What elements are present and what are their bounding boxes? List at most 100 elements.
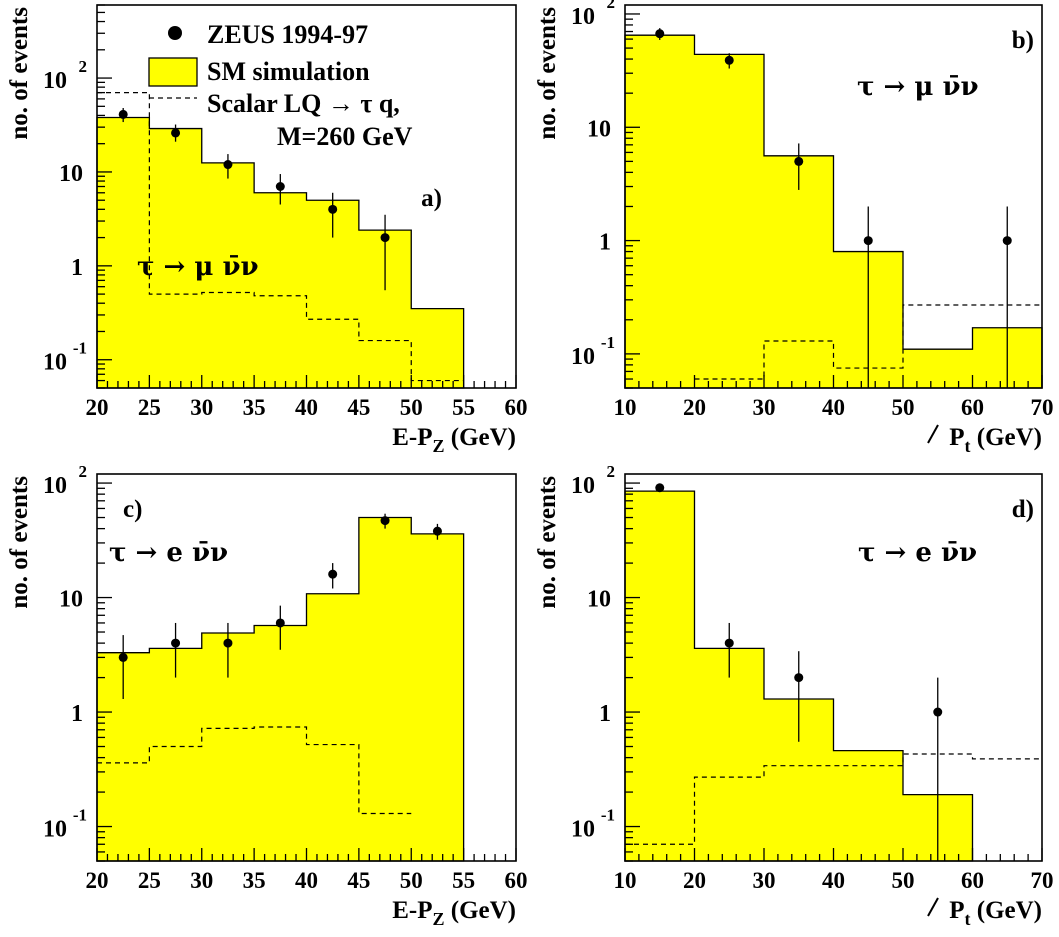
x-tick-label: 50: [400, 395, 423, 420]
data-point: [223, 160, 233, 170]
x-axis-label-unit: (GeV): [445, 424, 517, 451]
data-point: [328, 569, 338, 579]
legend-sm-swatch: [148, 57, 198, 87]
x-tick-label: 60: [961, 868, 984, 893]
y-tick-label: 10: [43, 350, 67, 376]
x-tick-label: 30: [753, 868, 776, 893]
y-tick-exponent: -1: [73, 339, 87, 358]
data-point: [655, 29, 665, 39]
x-tick-label: 10: [614, 868, 637, 893]
x-axis-label-sub: Z: [432, 436, 444, 456]
x-tick-label: 60: [505, 868, 528, 893]
data-point: [1002, 236, 1012, 246]
panel-d: 10 20 30 40 50 60 70 10 2 10 1 10 -1 no. of events Pt …: [534, 462, 1054, 929]
x-tick-label: 70: [1031, 395, 1054, 420]
data-point: [118, 109, 128, 119]
y-tick-exponent: 2: [607, 462, 616, 481]
x-axis-label: Pt (GeV): [949, 424, 1042, 456]
data-point: [655, 483, 665, 493]
y-tick-label: 10: [587, 587, 611, 613]
data-point: [328, 204, 338, 214]
y-tick-label: 10: [587, 116, 611, 142]
x-axis-label-sub: Z: [432, 909, 444, 929]
y-tick-exponent: -1: [601, 333, 615, 352]
y-tick-exponent: 2: [79, 462, 88, 481]
decay-channel-label: τ → μ ν̄ν: [857, 72, 979, 102]
sm-simulation-histogram: [624, 34, 1043, 389]
missing-pt-slash: [927, 424, 939, 444]
x-tick-label: 40: [295, 868, 318, 893]
data-point: [171, 638, 181, 648]
x-tick-label: 35: [243, 868, 266, 893]
y-tick-label: 10: [43, 817, 67, 843]
data-point: [118, 652, 128, 662]
signal-lq-histogram: [694, 304, 1042, 380]
x-axis-label-sub: t: [965, 909, 971, 929]
x-tick-label: 50: [400, 868, 423, 893]
panel-b: 10 20 30 40 50 60 70 10 2 10 1 10 -1 no. of events Pt …: [534, 0, 1054, 456]
x-tick-label: 20: [86, 395, 109, 420]
x-tick-label: 20: [86, 868, 109, 893]
x-tick-label: 55: [452, 395, 475, 420]
panel-label: b): [1012, 27, 1034, 54]
x-axis-label: E-PZ (GeV): [392, 897, 516, 929]
y-tick-label: 10: [59, 587, 83, 613]
x-tick-label: 50: [892, 395, 915, 420]
x-axis-label-main: E-P: [392, 424, 432, 451]
missing-pt-slash: [927, 897, 939, 917]
data-point: [794, 156, 804, 166]
x-axis-label-main: E-P: [392, 897, 432, 924]
x-tick-label: 60: [961, 395, 984, 420]
signal-lq-histogram: [97, 726, 412, 815]
y-axis-label: no. of events: [6, 476, 33, 609]
data-point: [275, 181, 285, 191]
y-axis-label: no. of events: [534, 7, 561, 140]
x-axis-label-unit: (GeV): [971, 424, 1043, 451]
decay-channel-label: τ → e ν̄ν: [109, 538, 228, 568]
x-tick-label: 40: [822, 395, 845, 420]
decay-channel-label: τ → μ ν̄ν: [137, 252, 259, 282]
y-axis-label: no. of events: [6, 7, 33, 140]
y-tick-label: 1: [71, 255, 83, 281]
x-tick-label: 45: [347, 395, 370, 420]
y-tick-exponent: 2: [607, 0, 616, 12]
data-point: [275, 618, 285, 628]
y-tick-exponent: 2: [79, 57, 88, 76]
legend-data-label: ZEUS 1994-97: [207, 20, 368, 49]
sm-simulation-histogram: [96, 516, 465, 862]
panel-c: 20 25 30 35 40 45 50 55 60 10 2 10 1 10 -1 no. of event…: [6, 462, 528, 929]
decay-channel-label: τ → e ν̄ν: [858, 538, 977, 568]
legend: ZEUS 1994-97 SM simulation Scalar LQ → τ q…: [148, 20, 413, 151]
x-tick-label: 25: [138, 868, 161, 893]
x-tick-label: 55: [452, 868, 475, 893]
data-point: [432, 526, 442, 536]
x-tick-label: 70: [1031, 868, 1054, 893]
y-tick-label: 10: [571, 817, 595, 843]
y-tick-label: 10: [43, 68, 67, 94]
y-tick-label: 1: [599, 230, 611, 256]
legend-sm-label: SM simulation: [207, 57, 370, 86]
data-point: [794, 673, 804, 683]
y-tick-label: 1: [71, 701, 83, 727]
panel-a: 20 25 30 35 40 45 50 55 60 10 2 10 1 10 -1 no. of event…: [6, 4, 528, 456]
panel-label: a): [421, 185, 442, 212]
x-tick-label: 30: [753, 395, 776, 420]
panel-label: d): [1012, 496, 1034, 523]
data-point: [724, 55, 734, 65]
x-tick-label: 40: [822, 868, 845, 893]
y-tick-label: 10: [59, 161, 83, 187]
x-axis-label-main: P: [949, 424, 964, 451]
signal-lq-histogram: [97, 92, 464, 382]
y-tick-label: 10: [571, 473, 595, 499]
y-tick-label: 10: [571, 344, 595, 370]
data-point: [724, 638, 734, 648]
legend-data-marker: [168, 26, 182, 40]
x-axis-label-unit: (GeV): [971, 897, 1043, 924]
y-axis-label: no. of events: [534, 476, 561, 609]
sm-simulation-histogram: [624, 490, 974, 862]
x-axis-label: E-PZ (GeV): [392, 424, 516, 456]
x-tick-label: 35: [243, 395, 266, 420]
data-point: [933, 707, 943, 717]
data-point: [171, 128, 181, 138]
